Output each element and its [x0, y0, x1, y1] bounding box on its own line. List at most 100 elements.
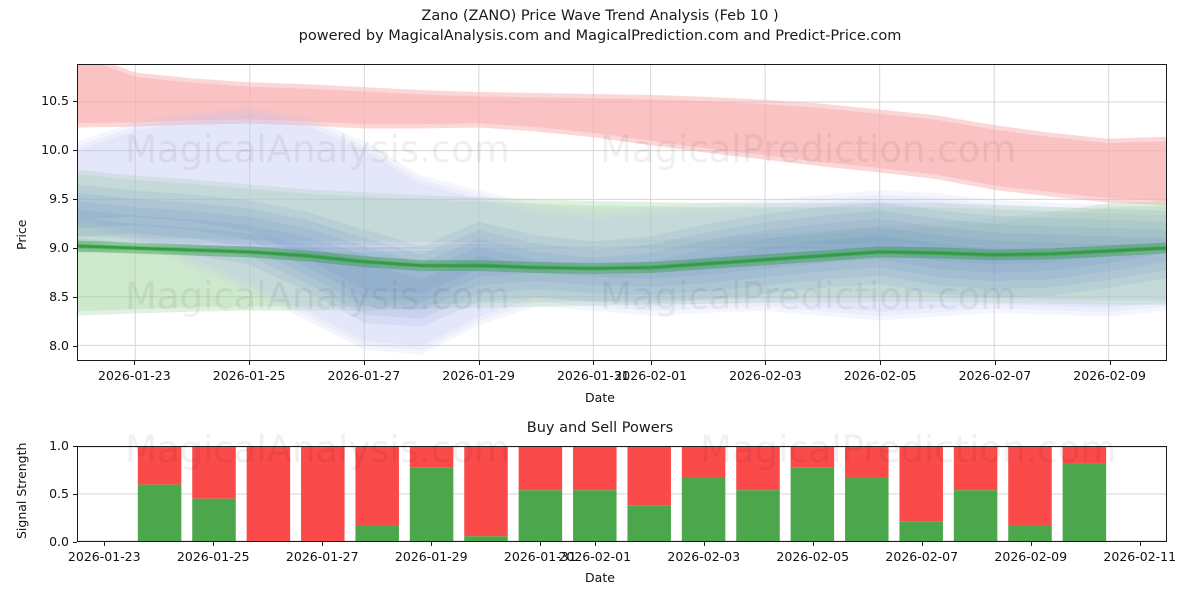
signal-bar-sell — [627, 447, 671, 506]
signal-xtick-mark — [104, 542, 106, 546]
price-band-resistance-band-red — [78, 65, 1166, 202]
signal-bar-sell — [899, 447, 943, 522]
price-chart-plot-area — [77, 64, 1167, 361]
signal-bar-buy — [953, 490, 998, 541]
signal-bar-sell — [681, 447, 726, 479]
signal-bar-buy — [409, 467, 454, 541]
signal-bar-sell — [409, 447, 454, 468]
price-xtick-mark — [478, 361, 480, 365]
price-xtick-label: 2026-01-27 — [327, 368, 401, 383]
price-line-trend-line-green — [78, 247, 1166, 274]
price-ytick-label: 10.5 — [41, 93, 69, 109]
price-xtick-mark — [593, 361, 595, 365]
price-xtick-mark — [134, 361, 136, 365]
price-xtick-mark — [650, 361, 652, 365]
signal-bar-sell — [355, 447, 399, 526]
signal-xtick-label: 2026-02-05 — [776, 549, 850, 564]
price-trend-line — [78, 244, 1166, 270]
price-band-support-band-green-outer — [78, 201, 1166, 312]
signal-bar-sell — [790, 447, 835, 468]
price-xtick-label: 2026-02-09 — [1073, 368, 1146, 383]
signal-chart-plot-area — [77, 446, 1167, 542]
signal-ytick-label: 0.5 — [49, 486, 69, 501]
signal-bar-buy — [137, 484, 182, 541]
signal-xtick-mark — [540, 542, 542, 546]
price-xtick-mark — [1109, 361, 1111, 365]
signal-bar-sell — [845, 447, 889, 479]
signal-xtick-label: 2026-01-27 — [285, 549, 359, 564]
signal-xtick-label: 2026-01-23 — [67, 549, 141, 564]
price-band-wave-band-blue-mid — [78, 209, 1166, 319]
price-x-axis-label: Date — [585, 390, 615, 405]
signal-xtick-mark — [703, 542, 705, 546]
signal-xtick-label: 2026-01-25 — [176, 549, 250, 564]
signal-xtick-label: 2026-02-09 — [994, 549, 1068, 564]
signal-bar-buy — [899, 521, 943, 541]
price-ytick-mark — [73, 101, 77, 103]
price-ytick-mark — [73, 346, 77, 348]
signal-xtick-label: 2026-02-11 — [1103, 549, 1177, 564]
signal-ytick-mark — [73, 446, 77, 447]
signal-bar-buy — [573, 490, 617, 541]
price-xtick-label: 2026-02-01 — [614, 368, 687, 383]
price-ytick-label: 8.5 — [49, 289, 69, 305]
price-chart-svg — [78, 65, 1166, 360]
signal-chart-svg — [78, 447, 1166, 541]
price-ytick-mark — [73, 248, 77, 250]
signal-bar-sell — [953, 447, 998, 491]
price-xtick-label: 2026-02-03 — [729, 368, 802, 383]
price-xtick-label: 2026-02-07 — [958, 368, 1032, 383]
signal-ytick-label: 1.0 — [49, 438, 69, 453]
price-band-wave-band-blue-mid — [78, 193, 1166, 303]
signal-bar-sell — [1062, 447, 1107, 464]
price-band-wave-band-blue-mid — [78, 217, 1166, 327]
signal-bar-sell — [573, 447, 617, 491]
signal-chart-title: Buy and Sell Powers — [526, 420, 674, 436]
signal-xtick-mark — [1030, 542, 1032, 546]
signal-bar-sell — [736, 447, 780, 491]
price-xtick-label: 2026-01-29 — [442, 368, 515, 383]
chart-title-block: Zano (ZANO) Price Wave Trend Analysis (F… — [0, 6, 1200, 46]
price-band-forecast-blue-wide — [78, 111, 1166, 351]
price-ytick-label: 10.0 — [41, 142, 69, 158]
signal-ytick-label: 0.0 — [49, 534, 69, 549]
page-subtitle: powered by MagicalAnalysis.com and Magic… — [298, 28, 902, 44]
signal-xtick-mark — [921, 542, 923, 546]
page-title: Zano (ZANO) Price Wave Trend Analysis (F… — [421, 8, 779, 24]
signal-bar-buy — [681, 478, 726, 541]
signal-bar-buy — [845, 478, 889, 541]
signal-xtick-mark — [213, 542, 215, 546]
price-y-axis-label: Price — [14, 219, 29, 251]
signal-bar-buy — [736, 490, 780, 541]
signal-xtick-label: 2026-02-01 — [558, 549, 632, 564]
price-line-trend-line-green — [78, 240, 1166, 268]
price-xtick-mark — [880, 361, 882, 365]
signal-bar-buy — [790, 467, 835, 541]
price-ytick-label: 9.5 — [49, 191, 69, 207]
signal-bar-buy — [1008, 525, 1052, 541]
price-ytick-mark — [73, 297, 77, 299]
price-ytick-mark — [73, 199, 77, 201]
signal-xtick-mark — [594, 542, 596, 546]
price-xtick-label: 2026-01-31 — [556, 368, 630, 383]
signal-bar-sell — [246, 447, 291, 541]
signal-xtick-mark — [431, 542, 433, 546]
price-band-support-band-green-outer — [78, 205, 1166, 316]
price-xtick-mark — [249, 361, 251, 365]
price-band-wave-band-blue-mid — [78, 201, 1166, 311]
price-ytick-label: 8.0 — [49, 338, 69, 354]
price-xtick-label: 2026-01-23 — [98, 368, 171, 383]
price-band-wave-band-blue-mid — [78, 184, 1166, 294]
price-xtick-label: 2026-02-05 — [843, 368, 917, 383]
price-band-forecast-blue-wide — [78, 107, 1166, 346]
price-xtick-mark — [994, 361, 996, 365]
signal-bar-buy — [464, 536, 508, 541]
price-band-upper-green-band — [78, 169, 1166, 246]
signal-xtick-mark — [812, 542, 814, 546]
signal-bar-sell — [192, 447, 236, 499]
signal-bar-buy — [192, 498, 236, 541]
signal-bar-sell — [518, 447, 563, 491]
signal-xtick-label: 2026-02-07 — [885, 549, 959, 564]
signal-y-axis-label: Signal Strength — [14, 442, 29, 539]
